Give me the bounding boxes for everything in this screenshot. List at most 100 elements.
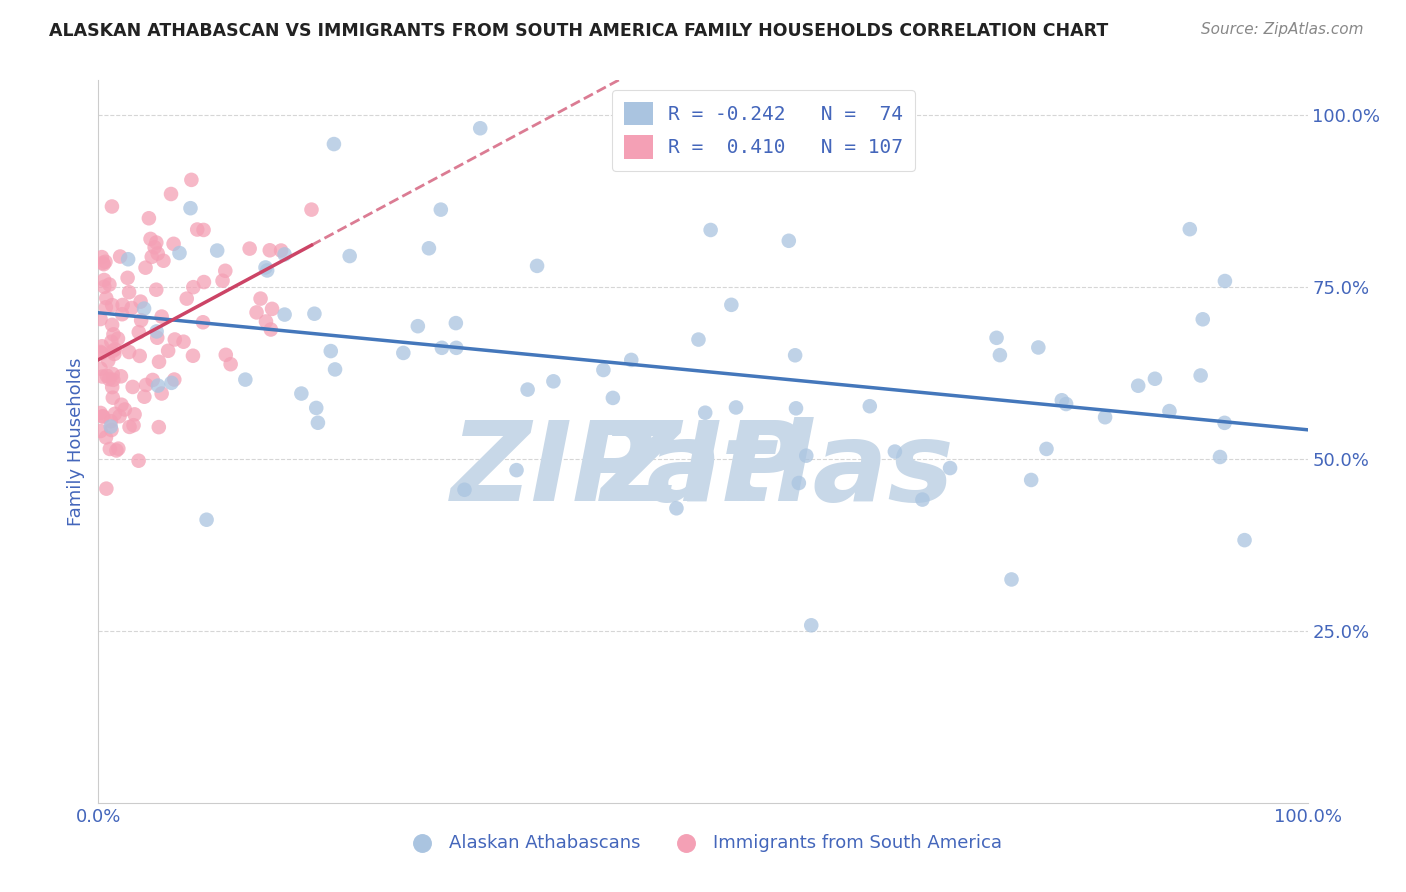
Point	[160, 376, 183, 390]
Point	[90, 406, 112, 420]
Point	[195, 513, 218, 527]
Point	[304, 307, 326, 321]
Point	[273, 247, 295, 261]
Point	[323, 137, 346, 152]
Point	[592, 363, 614, 377]
Point	[117, 270, 139, 285]
Point	[173, 334, 195, 349]
Point	[180, 173, 202, 187]
Point	[132, 301, 155, 316]
Point	[100, 414, 122, 428]
Point	[90, 312, 112, 326]
Point	[90, 424, 112, 438]
Text: ZIP: ZIP	[602, 417, 804, 524]
Point	[91, 409, 114, 424]
Point	[323, 362, 346, 376]
Point	[142, 373, 165, 387]
Point	[129, 313, 152, 327]
Point	[1189, 368, 1212, 383]
Point	[146, 331, 169, 345]
Point	[859, 399, 882, 413]
Point	[98, 372, 121, 386]
Point	[134, 390, 156, 404]
Point	[108, 409, 131, 424]
Point	[91, 256, 114, 270]
Point	[688, 333, 710, 347]
Point	[118, 345, 141, 359]
Point	[104, 343, 127, 357]
Point	[939, 461, 962, 475]
Point	[794, 449, 817, 463]
Point	[90, 345, 112, 359]
Point	[418, 241, 440, 255]
Point	[319, 344, 342, 359]
Point	[800, 618, 823, 632]
Text: Source: ZipAtlas.com: Source: ZipAtlas.com	[1201, 22, 1364, 37]
Point	[193, 223, 215, 237]
Point	[145, 325, 167, 339]
Point	[883, 444, 905, 458]
Point	[146, 378, 169, 392]
Point	[145, 283, 167, 297]
Point	[103, 347, 125, 361]
Point	[191, 315, 214, 329]
Point	[245, 305, 267, 319]
Point	[148, 420, 170, 434]
Point	[105, 443, 128, 458]
Point	[145, 235, 167, 250]
Point	[254, 314, 277, 328]
Point	[254, 260, 277, 275]
Point	[778, 234, 800, 248]
Point	[101, 298, 124, 312]
Point	[118, 420, 141, 434]
Point	[121, 301, 143, 315]
Point	[150, 386, 173, 401]
Point	[620, 352, 643, 367]
Point	[301, 202, 323, 217]
Point	[1143, 372, 1166, 386]
Point	[193, 275, 215, 289]
Point	[103, 327, 125, 342]
Point	[101, 367, 124, 381]
Point	[94, 300, 117, 314]
Point	[96, 482, 118, 496]
Point	[430, 202, 453, 217]
Point	[699, 223, 721, 237]
Point	[139, 232, 162, 246]
Point	[785, 401, 807, 416]
Point	[430, 341, 453, 355]
Point	[219, 357, 242, 371]
Point	[128, 349, 150, 363]
Point	[148, 355, 170, 369]
Point	[110, 369, 132, 384]
Point	[273, 308, 295, 322]
Point	[1233, 533, 1256, 548]
Point	[179, 201, 201, 215]
Point	[214, 264, 236, 278]
Point	[96, 291, 118, 305]
Point	[163, 333, 186, 347]
Point	[986, 331, 1008, 345]
Point	[1050, 393, 1073, 408]
Point	[141, 250, 163, 264]
Point	[446, 341, 468, 355]
Point	[117, 252, 139, 267]
Point	[239, 242, 262, 256]
Point	[93, 273, 115, 287]
Point	[103, 373, 125, 387]
Point	[111, 307, 134, 321]
Point	[152, 253, 174, 268]
Point	[108, 250, 131, 264]
Point	[101, 199, 124, 213]
Point	[1159, 404, 1181, 418]
Point	[91, 339, 114, 353]
Point	[211, 274, 233, 288]
Point	[392, 346, 415, 360]
Point	[270, 244, 292, 258]
Point	[90, 346, 112, 360]
Point	[307, 416, 329, 430]
Legend: Alaskan Athabascans, Immigrants from South America: Alaskan Athabascans, Immigrants from Sou…	[396, 826, 1010, 859]
Point	[516, 383, 538, 397]
Point	[911, 492, 934, 507]
Point	[135, 260, 157, 275]
